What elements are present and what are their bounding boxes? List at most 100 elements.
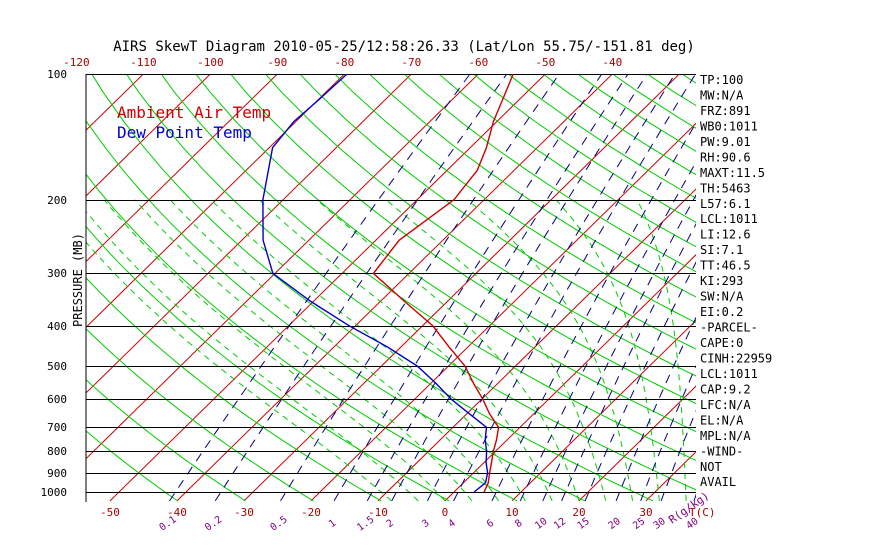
moist-adiabat-line [210,199,526,502]
mixing-ratio-tick-label: 6 [485,518,496,530]
stat-line: -WIND- [700,444,743,458]
legend: Ambient Air Temp Dew Point Temp [117,103,271,142]
dry-adiabat-line [299,74,696,350]
mixing-ratio-line [491,121,696,502]
mixing-ratio-line [542,194,696,502]
bottom-temp-tick-label: 0 [442,506,449,519]
mixing-ratio-tick-label: 4 [447,518,458,530]
dry-adiabat-line [125,74,696,491]
legend-ambient-air-temp: Ambient Air Temp [117,103,271,122]
stat-line: RH:90.6 [700,150,751,164]
moist-adiabat-line [555,199,660,501]
mixing-ratio-line [519,161,696,502]
bottom-temp-tick-labels: -50 -40 -30 -20 -10 0 10 20 30 [100,506,653,519]
dry-adiabat-line [86,225,450,502]
mixing-ratio-tick-label: 30 [652,516,668,532]
top-temp-tick-label: -70 [401,56,421,69]
y-axis-label: PRESSURE (MB) [71,233,85,327]
profile-series [262,74,514,493]
bottom-temp-tick-label: -50 [100,506,120,519]
moist-adiabat-line [316,199,580,502]
isotherm-line [176,74,614,502]
stat-line: SW:N/A [700,290,744,304]
top-temp-tick-label: -110 [130,56,157,69]
stat-line: CAPE:0 [700,336,743,350]
mixing-ratio-tick-label: 0.2 [203,514,224,533]
mixing-ratio-line [660,409,696,502]
dry-adiabat-lines [86,74,696,502]
stat-line: CAP:9.2 [700,382,751,396]
mixing-ratio-tick-label: 1 [327,518,338,530]
isotherm-line [86,74,279,263]
isotherm-line [86,74,212,197]
stat-line: TH:5463 [700,181,751,195]
mixing-ratio-tick-label: 10 [533,516,549,532]
stat-line: -PARCEL- [700,321,758,335]
dry-adiabat-line [230,74,696,405]
dry-adiabat-line [86,379,246,502]
dry-adiabat-line [438,74,696,248]
top-temp-tick-label: -120 [63,56,90,69]
mixing-ratio-line [561,223,696,502]
bottom-temp-tick-label: -40 [167,506,187,519]
dry-adiabat-line [160,74,696,461]
pressure-tick-label: 700 [47,421,67,434]
pressure-tick-label: 800 [47,445,67,458]
mixing-ratio-line [615,316,696,502]
mixing-ratio-line [640,364,696,502]
top-temp-tick-label: -90 [267,56,287,69]
stat-line: KI:293 [700,274,743,288]
mixing-ratio-tick-label: 2 [385,518,396,530]
chart-title: AIRS SkewT Diagram 2010-05-25/12:58:26.3… [113,39,695,55]
pressure-tick-label: 400 [47,320,67,333]
moist-adiabat-line [134,199,473,502]
isotherm-line [847,55,870,501]
moist-adiabat-lines [86,199,687,502]
stat-line: EL:N/A [700,413,744,427]
bottom-temp-tick-label: -10 [368,506,388,519]
stat-line: TT:46.5 [700,259,751,273]
stat-line: CINH:22959 [700,351,772,365]
stat-line: L57:6.1 [700,197,751,211]
mixing-ratio-tick-label: 3 [420,518,431,530]
bottom-temp-tick-label: 10 [505,506,518,519]
legend-dew-point-temp: Dew Point Temp [117,123,252,142]
mixing-ratio-line [366,74,629,502]
moist-adiabat-line [636,199,687,501]
pressure-tick-label: 600 [47,393,67,406]
top-temp-tick-label: -40 [602,56,622,69]
stat-line: NOT [700,460,722,474]
mixing-ratio-line [584,261,696,502]
top-temp-tick-labels: -120 -110 -100 -90 -80 -70 -60 -50 -40 [63,56,622,69]
top-temp-tick-label: -60 [468,56,488,69]
moist-adiabat-line [258,199,553,502]
stat-line: LCL:1011 [700,212,758,226]
dry-adiabat-line [86,173,518,502]
isotherm-line [86,74,145,131]
bottom-temp-tick-label: 30 [639,506,652,519]
mixing-ratio-line [333,74,603,502]
ambient-air-temp-line [372,74,514,493]
isotherm-lines [86,55,870,502]
mixing-ratio-tick-label: 0.5 [269,514,290,533]
stat-line: MW:N/A [700,88,744,102]
pressure-tick-label: 200 [47,194,67,207]
pressure-tick-label: 500 [47,360,67,373]
dry-adiabat-line [86,430,178,502]
moist-adiabat-line [467,199,634,502]
top-temp-tick-label: -80 [334,56,354,69]
moist-adiabat-line [385,199,607,502]
top-temp-tick-label: -100 [197,56,224,69]
isotherm-line [780,55,870,501]
moist-adiabat-line [86,210,419,502]
isotherm-line [645,451,696,502]
pressure-tick-label: 1000 [41,486,68,499]
stat-line: PW:9.01 [700,135,751,149]
pressure-tick-label: 300 [47,267,67,280]
moist-adiabat-line [169,199,500,502]
isotherm-line [109,74,547,502]
dry-adiabat-line [86,277,382,502]
mixing-ratio-lines [169,74,696,502]
mixing-ratio-line [169,74,471,502]
